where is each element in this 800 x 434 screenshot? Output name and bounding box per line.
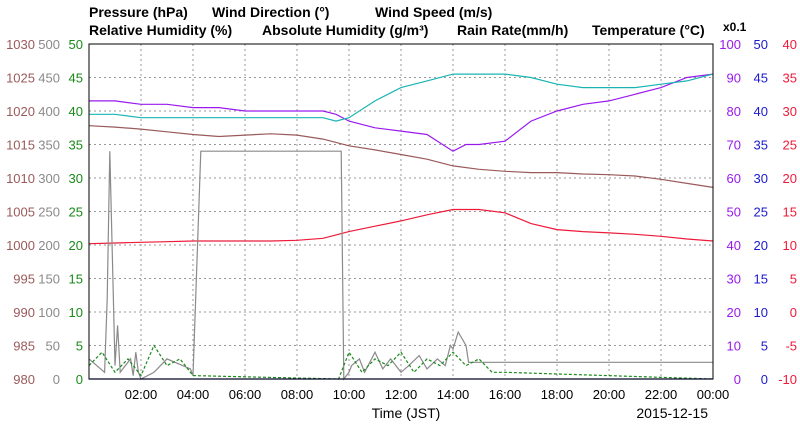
abs-humidity-scale-note: x0.1 [723, 20, 747, 34]
wind-direction-tick-label: 400 [38, 104, 60, 119]
wind-direction-tick-label: 300 [38, 171, 60, 186]
temperature-tick-label: 25 [783, 138, 797, 153]
temperature-tick-label: -5 [785, 339, 797, 354]
pressure-tick-label: 1030 [6, 37, 35, 52]
wind-speed-tick-label: 40 [69, 104, 83, 119]
relative-humidity-tick-label: 10 [727, 339, 741, 354]
rain-rate-tick-label: 0 [761, 372, 768, 387]
rain-rate-tick-label: 30 [754, 171, 768, 186]
temperature-tick-label: 0 [790, 305, 797, 320]
wind-direction-tick-label: 250 [38, 205, 60, 220]
rain-rate-tick-label: 5 [761, 339, 768, 354]
pressure-tick-label: 1020 [6, 104, 35, 119]
x-axis-label: Time (JST) [372, 405, 441, 421]
relative-humidity-tick-label: 100 [719, 37, 741, 52]
wind-speed-tick-label: 25 [69, 205, 83, 220]
temperature-tick-label: 35 [783, 71, 797, 86]
temperature-tick-label: 20 [783, 171, 797, 186]
pressure-tick-label: 990 [13, 305, 35, 320]
rain-rate-tick-label: 10 [754, 305, 768, 320]
series-layer [88, 73, 714, 381]
rain-rate-tick-label: 25 [754, 205, 768, 220]
wind-direction-tick-label: 0 [53, 372, 60, 387]
axis-ticks: 02:00 04:00 06:00 08:00 10:00 12:00 14:00 16:00… [6, 37, 797, 402]
x-tick-label: 06:00 [229, 387, 262, 402]
pressure-tick-label: 1005 [6, 205, 35, 220]
wind-speed-tick-label: 10 [69, 305, 83, 320]
wind-speed-tick-label: 20 [69, 238, 83, 253]
wind-direction-tick-label: 500 [38, 37, 60, 52]
wind-direction-tick-label: 450 [38, 71, 60, 86]
x-tick-label: 18:00 [541, 387, 574, 402]
grid [89, 44, 713, 379]
relative-humidity-tick-label: 80 [727, 104, 741, 119]
temperature-tick-label: 30 [783, 104, 797, 119]
legend-rain-rate: Rain Rate(mm/h) [457, 22, 568, 38]
x-tick-label: 08:00 [281, 387, 314, 402]
temperature-tick-label: 10 [783, 238, 797, 253]
pressure-tick-label: 1000 [6, 238, 35, 253]
pressure-tick-label: 1015 [6, 138, 35, 153]
wind-speed-tick-label: 35 [69, 138, 83, 153]
temperature-tick-label: 40 [783, 37, 797, 52]
wind-direction-tick-label: 50 [46, 339, 60, 354]
temperature-tick-label: 5 [790, 272, 797, 287]
wind-speed-m-s-line [88, 344, 714, 380]
wind-direction-line [88, 150, 713, 381]
pressure-tick-label: 1025 [6, 71, 35, 86]
x-tick-label: 04:00 [177, 387, 210, 402]
wind-speed-tick-label: 5 [76, 339, 83, 354]
relative-humidity-tick-label: 70 [727, 138, 741, 153]
wind-speed-tick-label: 45 [69, 71, 83, 86]
temperature-c-line [88, 208, 714, 245]
wind-speed-tick-label: 30 [69, 171, 83, 186]
pressure-tick-label: 980 [13, 372, 35, 387]
rain-rate-tick-label: 50 [754, 37, 768, 52]
temperature-tick-label: -10 [778, 372, 797, 387]
legend-wind-speed: Wind Speed (m/s) [375, 4, 492, 20]
x-tick-label: 00:00 [697, 387, 730, 402]
wind-speed-tick-label: 50 [69, 37, 83, 52]
wind-speed-tick-label: 0 [76, 372, 83, 387]
legend-absolute-humidity: Absolute Humidity (g/m³) [262, 22, 428, 38]
date-label: 2015-12-15 [636, 405, 708, 421]
relative-humidity-line [89, 73, 714, 152]
plot-frame [88, 43, 714, 380]
x-tick-label: 22:00 [645, 387, 678, 402]
relative-humidity-tick-label: 30 [727, 272, 741, 287]
pressure-tick-label: 995 [13, 272, 35, 287]
relative-humidity-tick-label: 50 [727, 205, 741, 220]
relative-humidity-tick-label: 20 [727, 305, 741, 320]
wind-direction-tick-label: 200 [38, 238, 60, 253]
relative-humidity-tick-label: 0 [734, 372, 741, 387]
pressure-tick-label: 985 [13, 339, 35, 354]
rain-rate-tick-label: 20 [754, 238, 768, 253]
legend-temperature: Temperature (°C) [592, 22, 705, 38]
x-tick-label: 12:00 [385, 387, 418, 402]
wind-direction-tick-label: 100 [38, 305, 60, 320]
x-tick-label: 14:00 [437, 387, 470, 402]
legend-wind-direction: Wind Direction (°) [212, 4, 329, 20]
x-tick-label: 16:00 [489, 387, 522, 402]
rain-rate-tick-label: 35 [754, 138, 768, 153]
relative-humidity-tick-label: 60 [727, 171, 741, 186]
x-tick-label: 02:00 [125, 387, 158, 402]
x-tick-label: 20:00 [593, 387, 626, 402]
relative-humidity-tick-label: 90 [727, 71, 741, 86]
wind-speed-tick-label: 15 [69, 272, 83, 287]
rain-rate-tick-label: 15 [754, 272, 768, 287]
wind-direction-tick-label: 350 [38, 138, 60, 153]
rain-rate-tick-label: 40 [754, 104, 768, 119]
relative-humidity-tick-label: 40 [727, 238, 741, 253]
pressure-hpa-line [88, 125, 714, 188]
legend-relative-humidity: Relative Humidity (%) [89, 22, 232, 38]
x-tick-label: 10:00 [333, 387, 366, 402]
pressure-tick-label: 1010 [6, 171, 35, 186]
wind-direction-tick-label: 150 [38, 272, 60, 287]
rain-rate-tick-label: 45 [754, 71, 768, 86]
legend-pressure: Pressure (hPa) [89, 4, 188, 20]
temperature-tick-label: 15 [783, 205, 797, 220]
absolute-humidity-g-m-line [89, 73, 714, 122]
